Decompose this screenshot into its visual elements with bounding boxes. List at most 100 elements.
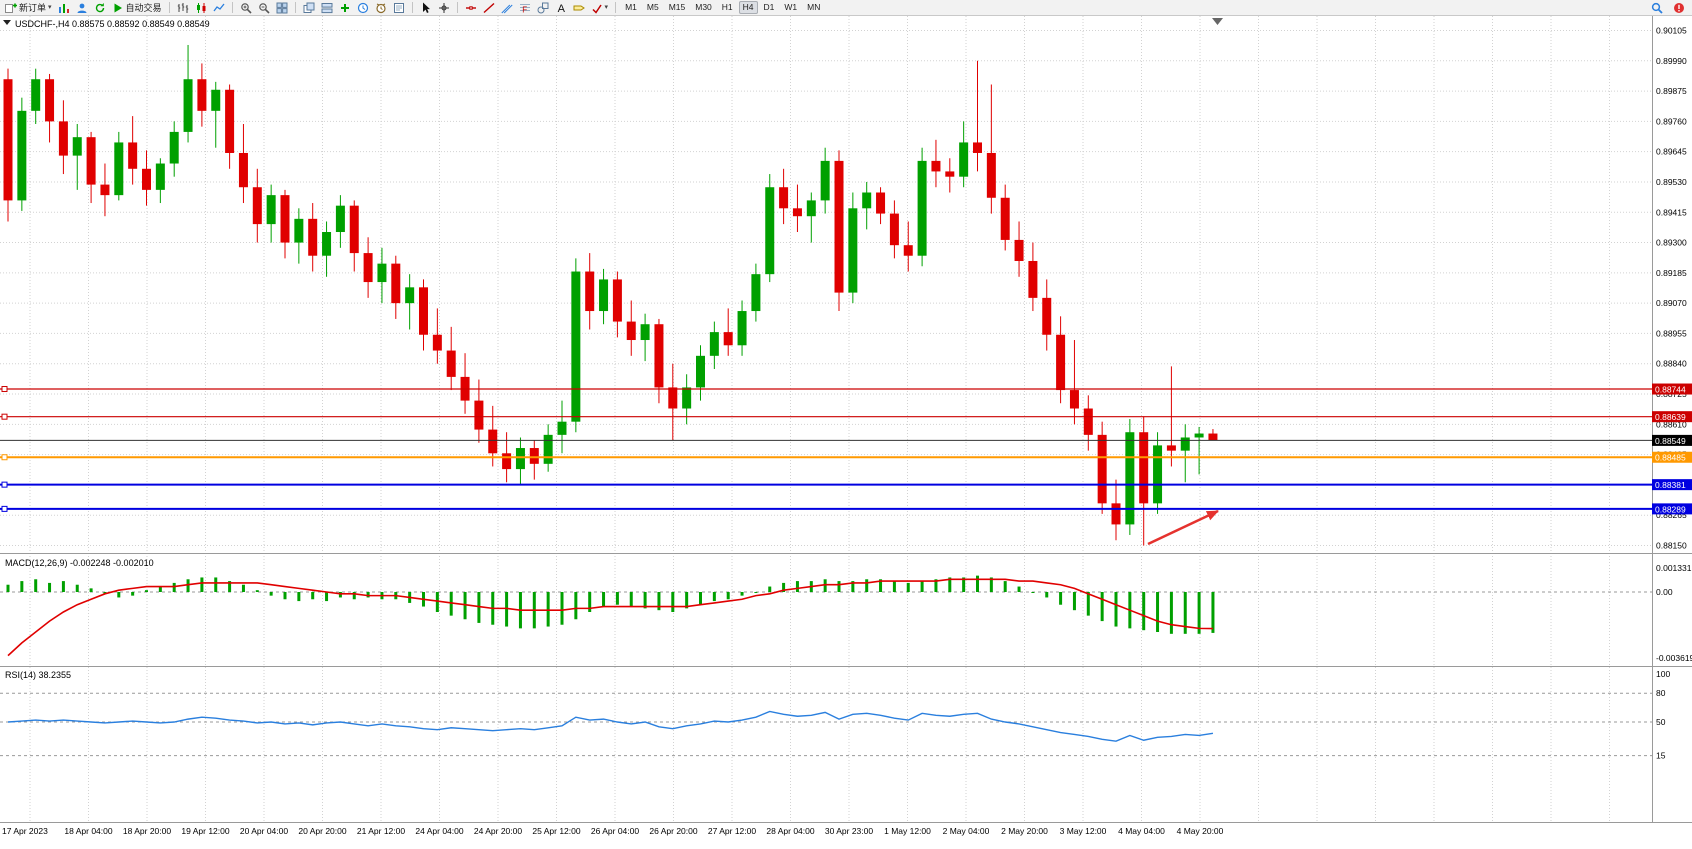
timeframe-h4[interactable]: H4	[738, 1, 758, 14]
svg-text:A: A	[557, 3, 565, 14]
profile-button[interactable]	[74, 1, 90, 15]
chart-grid	[0, 16, 1652, 822]
svg-text:1 May 12:00: 1 May 12:00	[884, 826, 931, 836]
level-handle[interactable]	[1, 413, 8, 420]
svg-text:0.00: 0.00	[1656, 587, 1673, 597]
toolbar-separator	[168, 2, 170, 13]
bar-chart-type-button[interactable]	[175, 1, 191, 15]
svg-text:24 Apr 04:00: 24 Apr 04:00	[415, 826, 463, 836]
template-button[interactable]	[391, 1, 407, 15]
svg-text:0.88639: 0.88639	[1655, 412, 1686, 422]
timeframe-w1[interactable]: W1	[784, 2, 798, 12]
svg-text:2 May 04:00: 2 May 04:00	[943, 826, 990, 836]
level-handle[interactable]	[1, 505, 8, 512]
chart-candles-icon	[196, 2, 206, 13]
svg-text:0.89300: 0.89300	[1656, 238, 1687, 248]
trendline-tool-button[interactable]	[481, 1, 497, 15]
crosshair-tool-button[interactable]	[436, 1, 452, 15]
refresh-icon	[95, 2, 104, 12]
channel-tool-button[interactable]	[499, 1, 515, 15]
price-badge-0.88289: 0.88289	[1652, 503, 1692, 515]
svg-text:26 Apr 04:00: 26 Apr 04:00	[591, 826, 639, 836]
one-click-trading-icon[interactable]	[3, 20, 11, 25]
timeframe-h1[interactable]: H1	[721, 2, 733, 12]
svg-text:28 Apr 04:00: 28 Apr 04:00	[766, 826, 814, 836]
chart-ohlc-header: USDCHF-,H4 0.88575 0.88592 0.88549 0.885…	[3, 19, 210, 29]
refresh-button[interactable]	[92, 1, 108, 15]
add-indicator-button[interactable]	[337, 1, 353, 15]
cursor-tool-button[interactable]	[418, 1, 434, 15]
macd-signal-line	[7, 578, 1213, 657]
new-order-button[interactable]: 新订单 ▾	[3, 1, 54, 15]
arrows-tool-button[interactable]: ▾	[589, 1, 611, 15]
svg-text:3 May 12:00: 3 May 12:00	[1060, 826, 1107, 836]
arrange-windows-button[interactable]	[319, 1, 335, 15]
hline-tool-button[interactable]	[463, 1, 479, 15]
toolbar-separator	[411, 2, 413, 13]
zoom-in-button[interactable]	[238, 1, 254, 15]
timeframe-mn[interactable]: MN	[807, 2, 821, 12]
svg-text:0.88150: 0.88150	[1656, 540, 1687, 550]
shapes-tool-button[interactable]	[535, 1, 551, 15]
svg-text:0.88485: 0.88485	[1655, 453, 1686, 463]
timeframe-m30[interactable]: M30	[695, 2, 712, 12]
svg-text:0.89990: 0.89990	[1656, 56, 1687, 66]
panel-separators	[0, 16, 1692, 823]
level-handle[interactable]	[1, 454, 8, 461]
line-chart-type-button[interactable]	[211, 1, 227, 15]
alarm-clock-button[interactable]	[373, 1, 389, 15]
svg-text:0.88955: 0.88955	[1656, 328, 1687, 338]
svg-text:0.89530: 0.89530	[1656, 177, 1687, 187]
timeframe-m1[interactable]: M1	[625, 2, 637, 12]
cascade-windows-button[interactable]	[301, 1, 317, 15]
svg-text:-0.003619: -0.003619	[1656, 653, 1692, 663]
tile-windows-icon	[276, 2, 288, 13]
svg-text:100: 100	[1656, 669, 1670, 679]
svg-text:0.88610: 0.88610	[1656, 419, 1687, 429]
chart-window-button[interactable]	[56, 1, 72, 15]
svg-text:26 Apr 20:00: 26 Apr 20:00	[649, 826, 697, 836]
level-handle[interactable]	[1, 386, 8, 393]
svg-text:18 Apr 20:00: 18 Apr 20:00	[123, 826, 171, 836]
price-badge-0.88549: 0.88549	[1652, 434, 1692, 446]
chart-shift-marker[interactable]	[1212, 18, 1223, 25]
text-tool-button[interactable]: A	[553, 1, 569, 15]
toolbar-separator	[456, 2, 458, 13]
timeframe-m15[interactable]: M15	[668, 2, 686, 12]
zoom-in-icon	[240, 2, 252, 14]
period-clock-button[interactable]	[355, 1, 371, 15]
candlestick-series[interactable]	[3, 44, 1218, 546]
price-chart-svg[interactable]: 0.90105 0.89990 0.89875 0.89760 0.89645 0.895…	[0, 16, 1692, 849]
svg-text:0.88549: 0.88549	[1655, 436, 1686, 446]
fibonacci-tool-button[interactable]: F	[517, 1, 533, 15]
chevron-down-icon: ▾	[604, 4, 609, 11]
alarm-clock-icon	[375, 3, 386, 13]
arrow-object-icon	[592, 4, 602, 14]
label-tool-button[interactable]	[571, 1, 587, 15]
macd-panel: MACD(12,26,9) -0.002248 -0.002010 0.00133…	[0, 558, 1692, 663]
price-badge-0.88485: 0.88485	[1652, 451, 1692, 463]
tile-windows-button[interactable]	[274, 1, 290, 15]
notification-button[interactable]	[1671, 1, 1687, 15]
level-handle[interactable]	[1, 481, 8, 488]
shapes-icon	[537, 2, 549, 13]
autotrade-button[interactable]: 自动交易	[110, 1, 164, 15]
search-button[interactable]	[1649, 1, 1665, 15]
candle-chart-type-button[interactable]	[193, 1, 209, 15]
trend-arrow[interactable]	[1147, 509, 1219, 546]
autotrade-label: 自动交易	[125, 3, 162, 13]
autotrade-play-icon	[114, 3, 122, 12]
price-axis[interactable]: 0.90105 0.89990 0.89875 0.89760 0.89645 0.895…	[1656, 25, 1687, 550]
profile-icon	[77, 3, 87, 13]
chart-area[interactable]: 0.90105 0.89990 0.89875 0.89760 0.89645 0.895…	[0, 16, 1692, 849]
svg-text:0.89645: 0.89645	[1656, 147, 1687, 157]
zoom-out-button[interactable]	[256, 1, 272, 15]
timeframe-m5[interactable]: M5	[646, 2, 659, 12]
timeframe-d1[interactable]: D1	[763, 2, 775, 12]
svg-text:17 Apr 2023: 17 Apr 2023	[2, 826, 48, 836]
time-axis[interactable]: 17 Apr 2023 18 Apr 04:00 18 Apr 20:00 19 Ap…	[2, 826, 1224, 836]
toolbar-separator	[231, 2, 233, 13]
text-icon: A	[557, 3, 565, 14]
svg-text:80: 80	[1656, 688, 1666, 698]
crosshair-icon	[438, 2, 449, 13]
